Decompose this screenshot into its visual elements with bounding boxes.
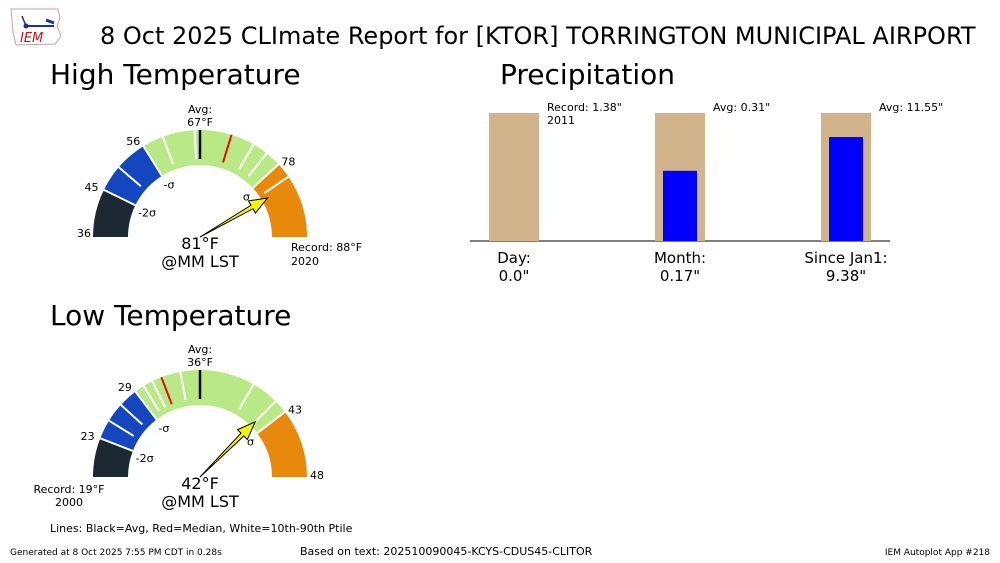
low-median-line — [160, 376, 173, 405]
high-sigma-line — [103, 188, 136, 207]
high-percentile-line — [263, 175, 289, 194]
high-tick-m2sigma: 45 — [85, 181, 99, 194]
high-percentile-line — [161, 136, 174, 165]
high-band-above — [252, 164, 307, 237]
low-percentile-line — [142, 385, 160, 412]
low-sigma-line — [256, 411, 286, 434]
low-percentile-line — [238, 383, 255, 410]
high-sigma-p1-label: σ — [243, 191, 250, 204]
low-avg-label: Avg: — [188, 343, 212, 356]
high-band-below-2sigma — [93, 189, 136, 237]
reference-label: Avg: 11.55" — [879, 101, 943, 114]
high-observed-arrow — [199, 197, 269, 238]
high-observed-value: 81°F — [181, 234, 219, 253]
high-percentile-line — [118, 166, 142, 187]
precip-heading: Precipitation — [500, 58, 676, 91]
high-band-normal — [143, 130, 279, 189]
low-percentile-line — [254, 400, 277, 423]
high-temp-heading: High Temperature — [50, 58, 301, 91]
high-percentile-line — [238, 143, 255, 170]
value-label: 0.0" — [499, 267, 530, 285]
high-sigma-line — [142, 145, 163, 177]
high-avg-label: Avg: — [188, 103, 212, 116]
high-sigma-line — [252, 163, 280, 189]
svg-text:IEM: IEM — [20, 31, 43, 46]
low-record-label: Record: 19°F — [33, 483, 104, 496]
low-band-above — [257, 411, 307, 477]
high-record-label: Record: 88°F — [291, 241, 362, 254]
page-title: 8 Oct 2025 CLImate Report for [KTOR] TOR… — [100, 22, 976, 50]
iem-logo: IEM — [8, 6, 64, 48]
low-sigma-m1-label: -σ — [158, 422, 169, 435]
high-avg-value: 67°F — [187, 116, 213, 129]
low-tick-max: 48 — [310, 469, 324, 482]
low-avg-value: 36°F — [187, 356, 213, 369]
high-sigma-m2-label: -2σ — [138, 207, 156, 220]
high-tick-min: 36 — [77, 227, 91, 240]
low-tick-m2sigma: 23 — [81, 430, 95, 443]
category-label: Since Jan1: — [804, 249, 887, 267]
category-label: Month: — [654, 249, 706, 267]
low-tick-p1sigma: 43 — [288, 403, 302, 416]
high-record-year: 2020 — [291, 255, 319, 268]
observed-bar — [663, 170, 697, 241]
low-band-normal — [135, 370, 285, 434]
low-percentile-line — [179, 371, 187, 401]
high-band-below-1sigma — [103, 146, 162, 206]
low-percentile-line — [120, 404, 144, 426]
low-observed-value: 42°F — [181, 474, 219, 493]
footer-based-on: Based on text: 202510090045-KCYS-CDUS45-… — [300, 545, 593, 558]
category-label: Day: — [497, 249, 531, 267]
low-percentile-line — [151, 380, 167, 408]
low-sigma-line — [134, 391, 158, 421]
observed-bar — [829, 137, 863, 241]
footer-app: IEM Autoplot App #218 — [884, 548, 990, 558]
high-median-line — [222, 134, 233, 163]
low-band-below-1sigma — [100, 391, 157, 451]
low-tick-m1sigma: 29 — [118, 381, 132, 394]
reference-label: Record: 1.38" — [547, 101, 622, 114]
footer-generated: Generated at 8 Oct 2025 7:55 PM CDT in 0… — [10, 548, 222, 558]
low-sigma-p1-label: σ — [247, 436, 254, 449]
high-tick-m1sigma: 56 — [126, 135, 140, 148]
low-temp-heading: Low Temperature — [50, 299, 292, 332]
value-label: 0.17" — [660, 267, 700, 285]
record-year: 2011 — [547, 114, 575, 127]
low-record-year: 2000 — [55, 496, 83, 509]
low-sigma-m2-label: -2σ — [136, 452, 154, 465]
high-percentile-line — [193, 130, 198, 160]
reference-label: Avg: 0.31" — [713, 101, 770, 114]
legend-lines: Lines: Black=Avg, Red=Median, White=10th… — [50, 522, 353, 535]
low-observed-arrow — [199, 420, 257, 478]
high-observed-time: @MM LST — [161, 252, 239, 271]
high-tick-p1sigma: 78 — [281, 156, 295, 169]
high-percentile-line — [247, 152, 268, 177]
low-sigma-line — [99, 437, 134, 452]
high-sigma-m1-label: -σ — [164, 178, 175, 191]
reference-bar — [489, 113, 539, 241]
low-percentile-line — [108, 419, 135, 437]
value-label: 9.38" — [826, 267, 866, 285]
low-observed-time: @MM LST — [161, 492, 239, 511]
